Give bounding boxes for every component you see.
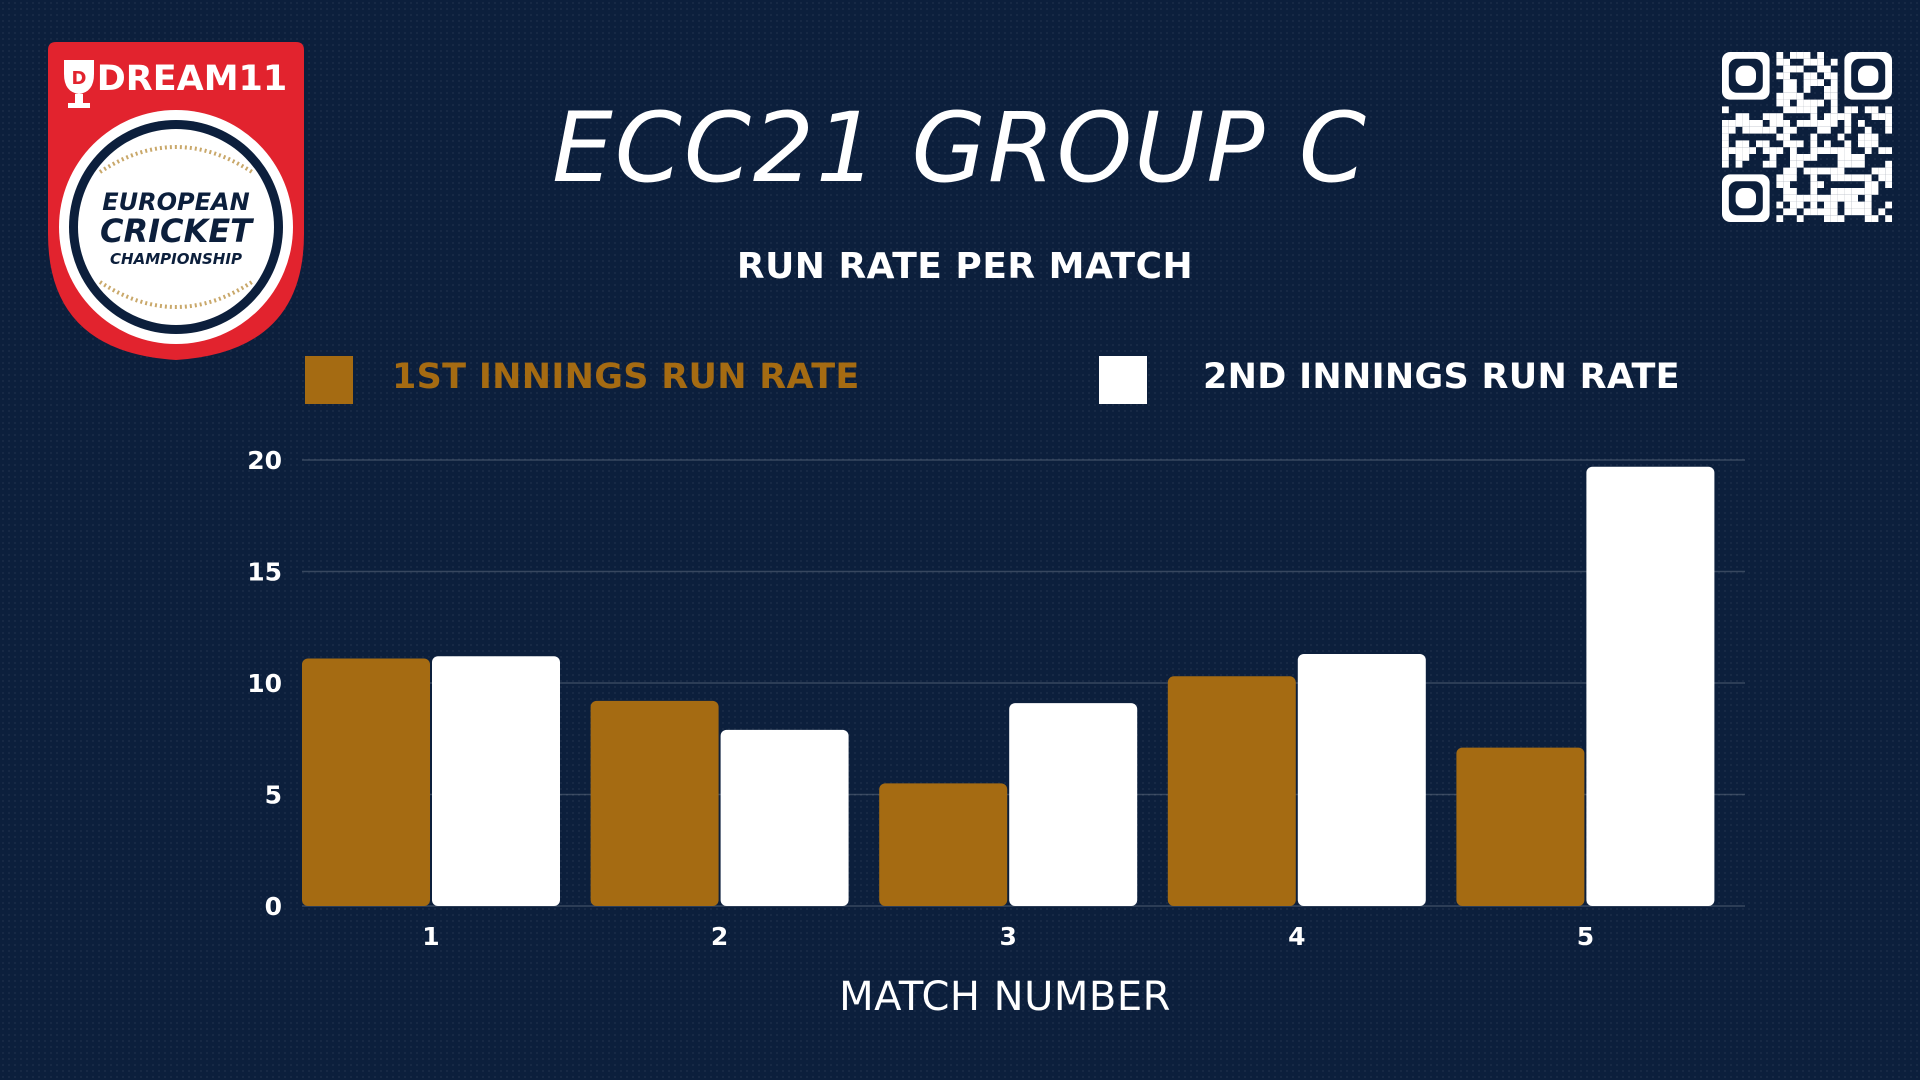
trophy-icon: D	[64, 60, 94, 108]
bar-1st-innings-match-4	[1167, 676, 1296, 906]
x-tick-label: 4	[1288, 922, 1305, 951]
bar-2nd-innings-match-1	[432, 656, 560, 906]
logo-line2: CRICKET	[100, 212, 254, 250]
y-tick-label: 5	[265, 781, 282, 810]
svg-text:D: D	[72, 68, 87, 89]
legend-label-2nd-innings: 2ND INNINGS RUN RATE	[1203, 357, 1680, 397]
bar-1st-innings-match-5	[1456, 747, 1585, 906]
logo-sponsor: DREAM11	[97, 59, 288, 99]
bar-2nd-innings-match-4	[1297, 654, 1426, 906]
x-tick-label: 5	[1577, 922, 1594, 951]
bar-1st-innings-match-3	[879, 783, 1008, 906]
ecc-logo: D DREAM11 EUROPEAN CRICKET CHAMPIONSHIP	[48, 42, 304, 360]
chart-title: RUN RATE PER MATCH	[736, 246, 1194, 287]
x-tick-label: 2	[711, 922, 728, 951]
x-axis-label: MATCH NUMBER	[839, 974, 1171, 1020]
legend-label-1st-innings: 1ST INNINGS RUN RATE	[392, 357, 860, 397]
bar-2nd-innings-match-2	[720, 729, 849, 906]
legend-swatch-2nd-innings	[1099, 356, 1147, 404]
bar-1st-innings-match-1	[302, 658, 430, 906]
legend-swatch-1st-innings	[305, 356, 353, 404]
bar-2nd-innings-match-3	[1009, 703, 1138, 906]
y-tick-label: 0	[265, 892, 282, 921]
y-tick-label: 15	[247, 558, 282, 587]
bar-1st-innings-match-2	[590, 700, 719, 906]
qr-code-icon	[1722, 52, 1892, 222]
logo-line1: EUROPEAN	[102, 188, 249, 216]
x-tick-label: 1	[422, 922, 439, 951]
y-tick-label: 20	[247, 446, 282, 475]
y-tick-label: 10	[247, 669, 282, 698]
logo-line3: CHAMPIONSHIP	[110, 250, 242, 268]
x-tick-label: 3	[999, 922, 1016, 951]
page-title: ECC21 GROUP C	[552, 92, 1368, 204]
bar-2nd-innings-match-5	[1586, 466, 1715, 906]
